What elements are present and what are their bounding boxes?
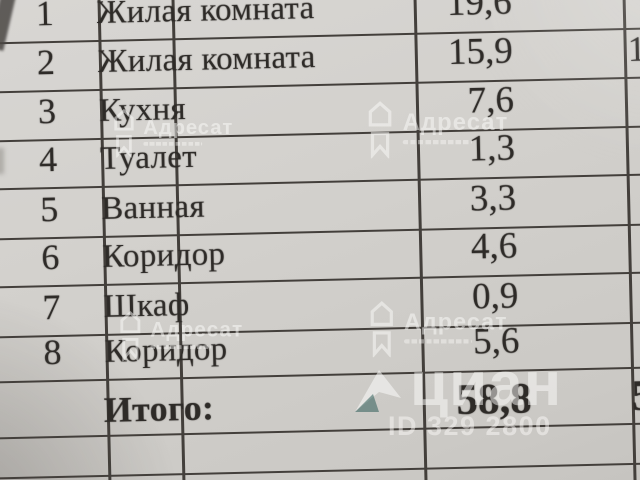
row-number-cell: 1 bbox=[35, 0, 55, 34]
room-name-cell: Шкаф bbox=[103, 286, 190, 325]
room-name-cell: Коридор bbox=[101, 236, 226, 275]
area-value-cell: 19,6 bbox=[446, 0, 513, 25]
room-name-cell: Жилая комната bbox=[96, 0, 315, 32]
row-number-cell: 6 bbox=[40, 236, 60, 278]
area-value-cell: 7,6 bbox=[467, 79, 515, 122]
room-name-cell: Кухня bbox=[98, 91, 187, 129]
adjacent-column-digit: 5 bbox=[631, 372, 640, 420]
room-name-cell: Жилая комната bbox=[97, 39, 316, 80]
area-value-cell: 15,9 bbox=[447, 30, 514, 74]
row-number-cell: 3 bbox=[37, 90, 57, 132]
area-value-cell: 3,3 bbox=[469, 177, 517, 220]
row-number-cell: 5 bbox=[39, 188, 59, 230]
page-edge-smudge bbox=[0, 148, 4, 174]
adjacent-column-digit: 1 bbox=[627, 28, 640, 69]
total-label-cell: Итого: bbox=[103, 387, 215, 430]
room-name-cell: Коридор bbox=[104, 331, 228, 370]
row-number-cell: 8 bbox=[43, 331, 62, 373]
row-number-cell: 2 bbox=[36, 41, 56, 83]
room-name-cell: Туалет bbox=[99, 138, 198, 177]
row-number-cell: 4 bbox=[38, 138, 58, 180]
area-value-cell: 5,6 bbox=[472, 320, 520, 363]
total-value-cell: 58,8 bbox=[455, 375, 533, 424]
area-value-cell: 4,6 bbox=[470, 225, 518, 268]
room-name-cell: Ванная bbox=[100, 188, 206, 227]
row-number-cell: 7 bbox=[42, 286, 61, 328]
area-value-cell: 0,9 bbox=[471, 275, 519, 318]
area-value-cell: 1,3 bbox=[468, 127, 516, 170]
